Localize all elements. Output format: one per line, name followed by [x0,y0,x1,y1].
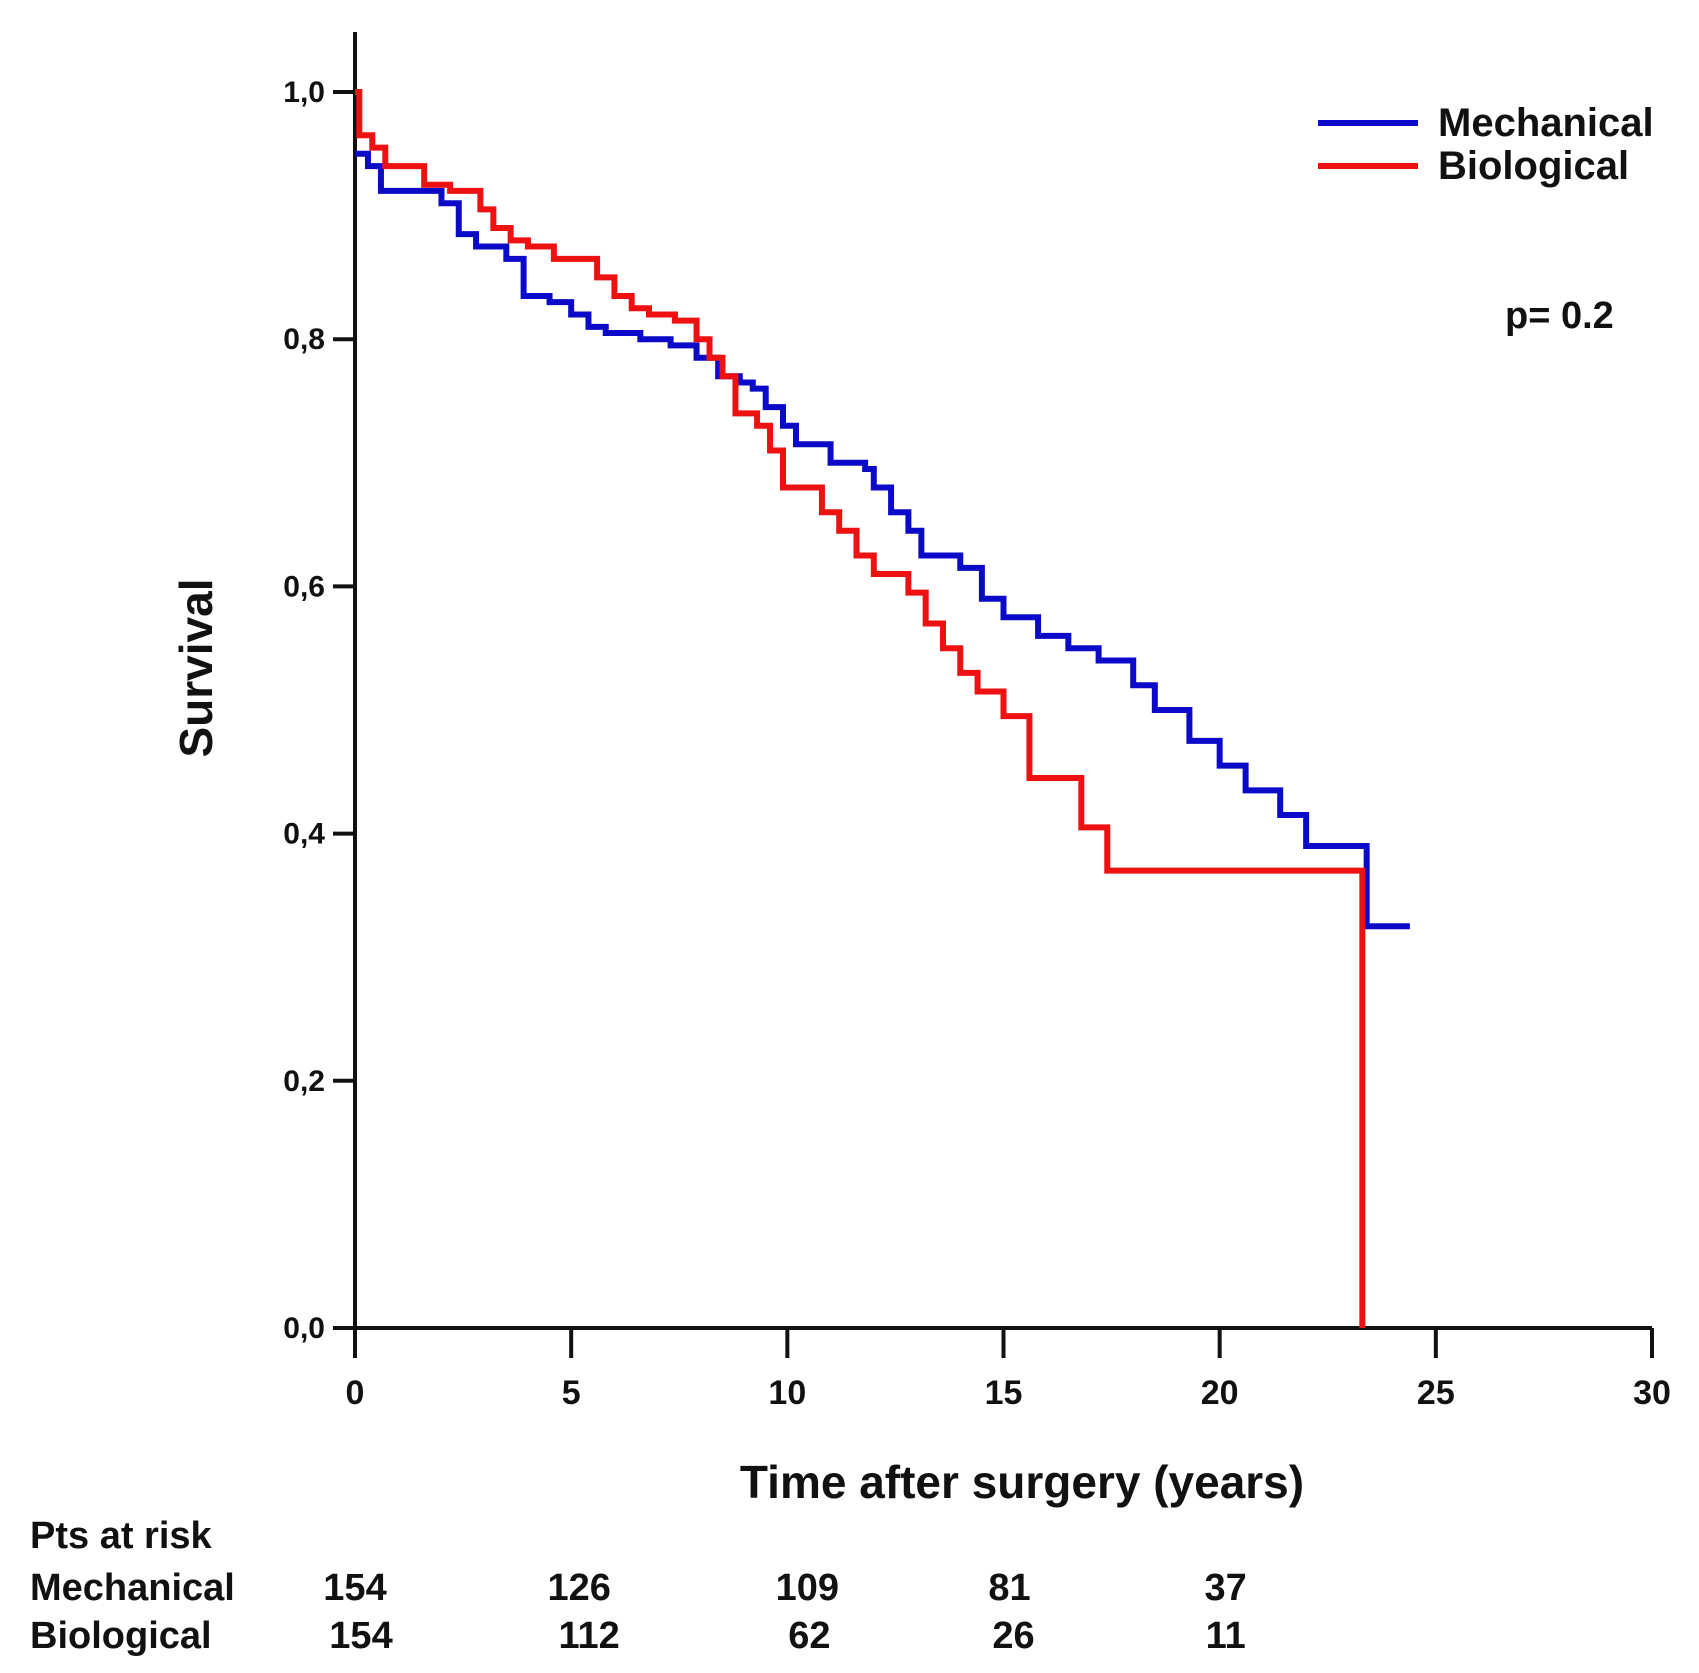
risk-row-label-mechanical: Mechanical [30,1567,235,1609]
risk-value: 154 [323,1567,386,1609]
risk-value: 126 [547,1567,610,1609]
risk-value: 109 [776,1567,839,1609]
series-line-biological [355,89,1366,1328]
y-ticks: 0,0 0,2 0,4 0,6 0,8 1,0 [283,76,355,1345]
x-tick-label: 30 [1633,1374,1671,1412]
risk-value: 112 [559,1615,620,1657]
risk-value: 11 [1206,1615,1246,1657]
risk-values: 154 126 109 81 37 154 112 62 26 11 [323,1567,1247,1657]
x-tick-label: 20 [1201,1374,1239,1412]
y-tick-label: 0,8 [283,323,325,356]
risk-value: 26 [992,1615,1034,1657]
y-tick-label: 0,4 [283,818,325,851]
y-tick-label: 0,6 [283,570,325,603]
x-tick-label: 0 [346,1374,365,1412]
x-tick-label: 25 [1417,1374,1455,1412]
risk-value: 81 [988,1567,1030,1609]
risk-table: Pts at risk Mechanical Biological 154 126… [30,1515,1247,1657]
risk-row-label-biological: Biological [30,1615,212,1657]
risk-value: 37 [1205,1567,1247,1609]
x-tick-label: 5 [562,1374,581,1412]
p-value-annotation: p= 0.2 [1505,295,1614,337]
risk-value: 154 [329,1615,392,1657]
series-line-mechanical [355,150,1410,930]
legend-label-biological: Biological [1438,144,1629,188]
series-group [355,89,1410,1328]
y-axis-title: Survival [170,579,222,758]
axes [353,32,1652,1330]
risk-table-header: Pts at risk [30,1515,213,1557]
legend: Mechanical Biological [1318,101,1654,188]
legend-label-mechanical: Mechanical [1438,101,1654,145]
x-tick-label: 15 [985,1374,1023,1412]
x-ticks: 0 5 10 15 20 25 30 [346,1328,1671,1412]
y-tick-label: 0,0 [283,1312,325,1345]
x-tick-label: 10 [768,1374,806,1412]
risk-value: 62 [788,1615,830,1657]
x-axis-title: Time after surgery (years) [740,1456,1304,1508]
y-tick-label: 1,0 [283,76,325,109]
y-tick-label: 0,2 [283,1065,325,1098]
